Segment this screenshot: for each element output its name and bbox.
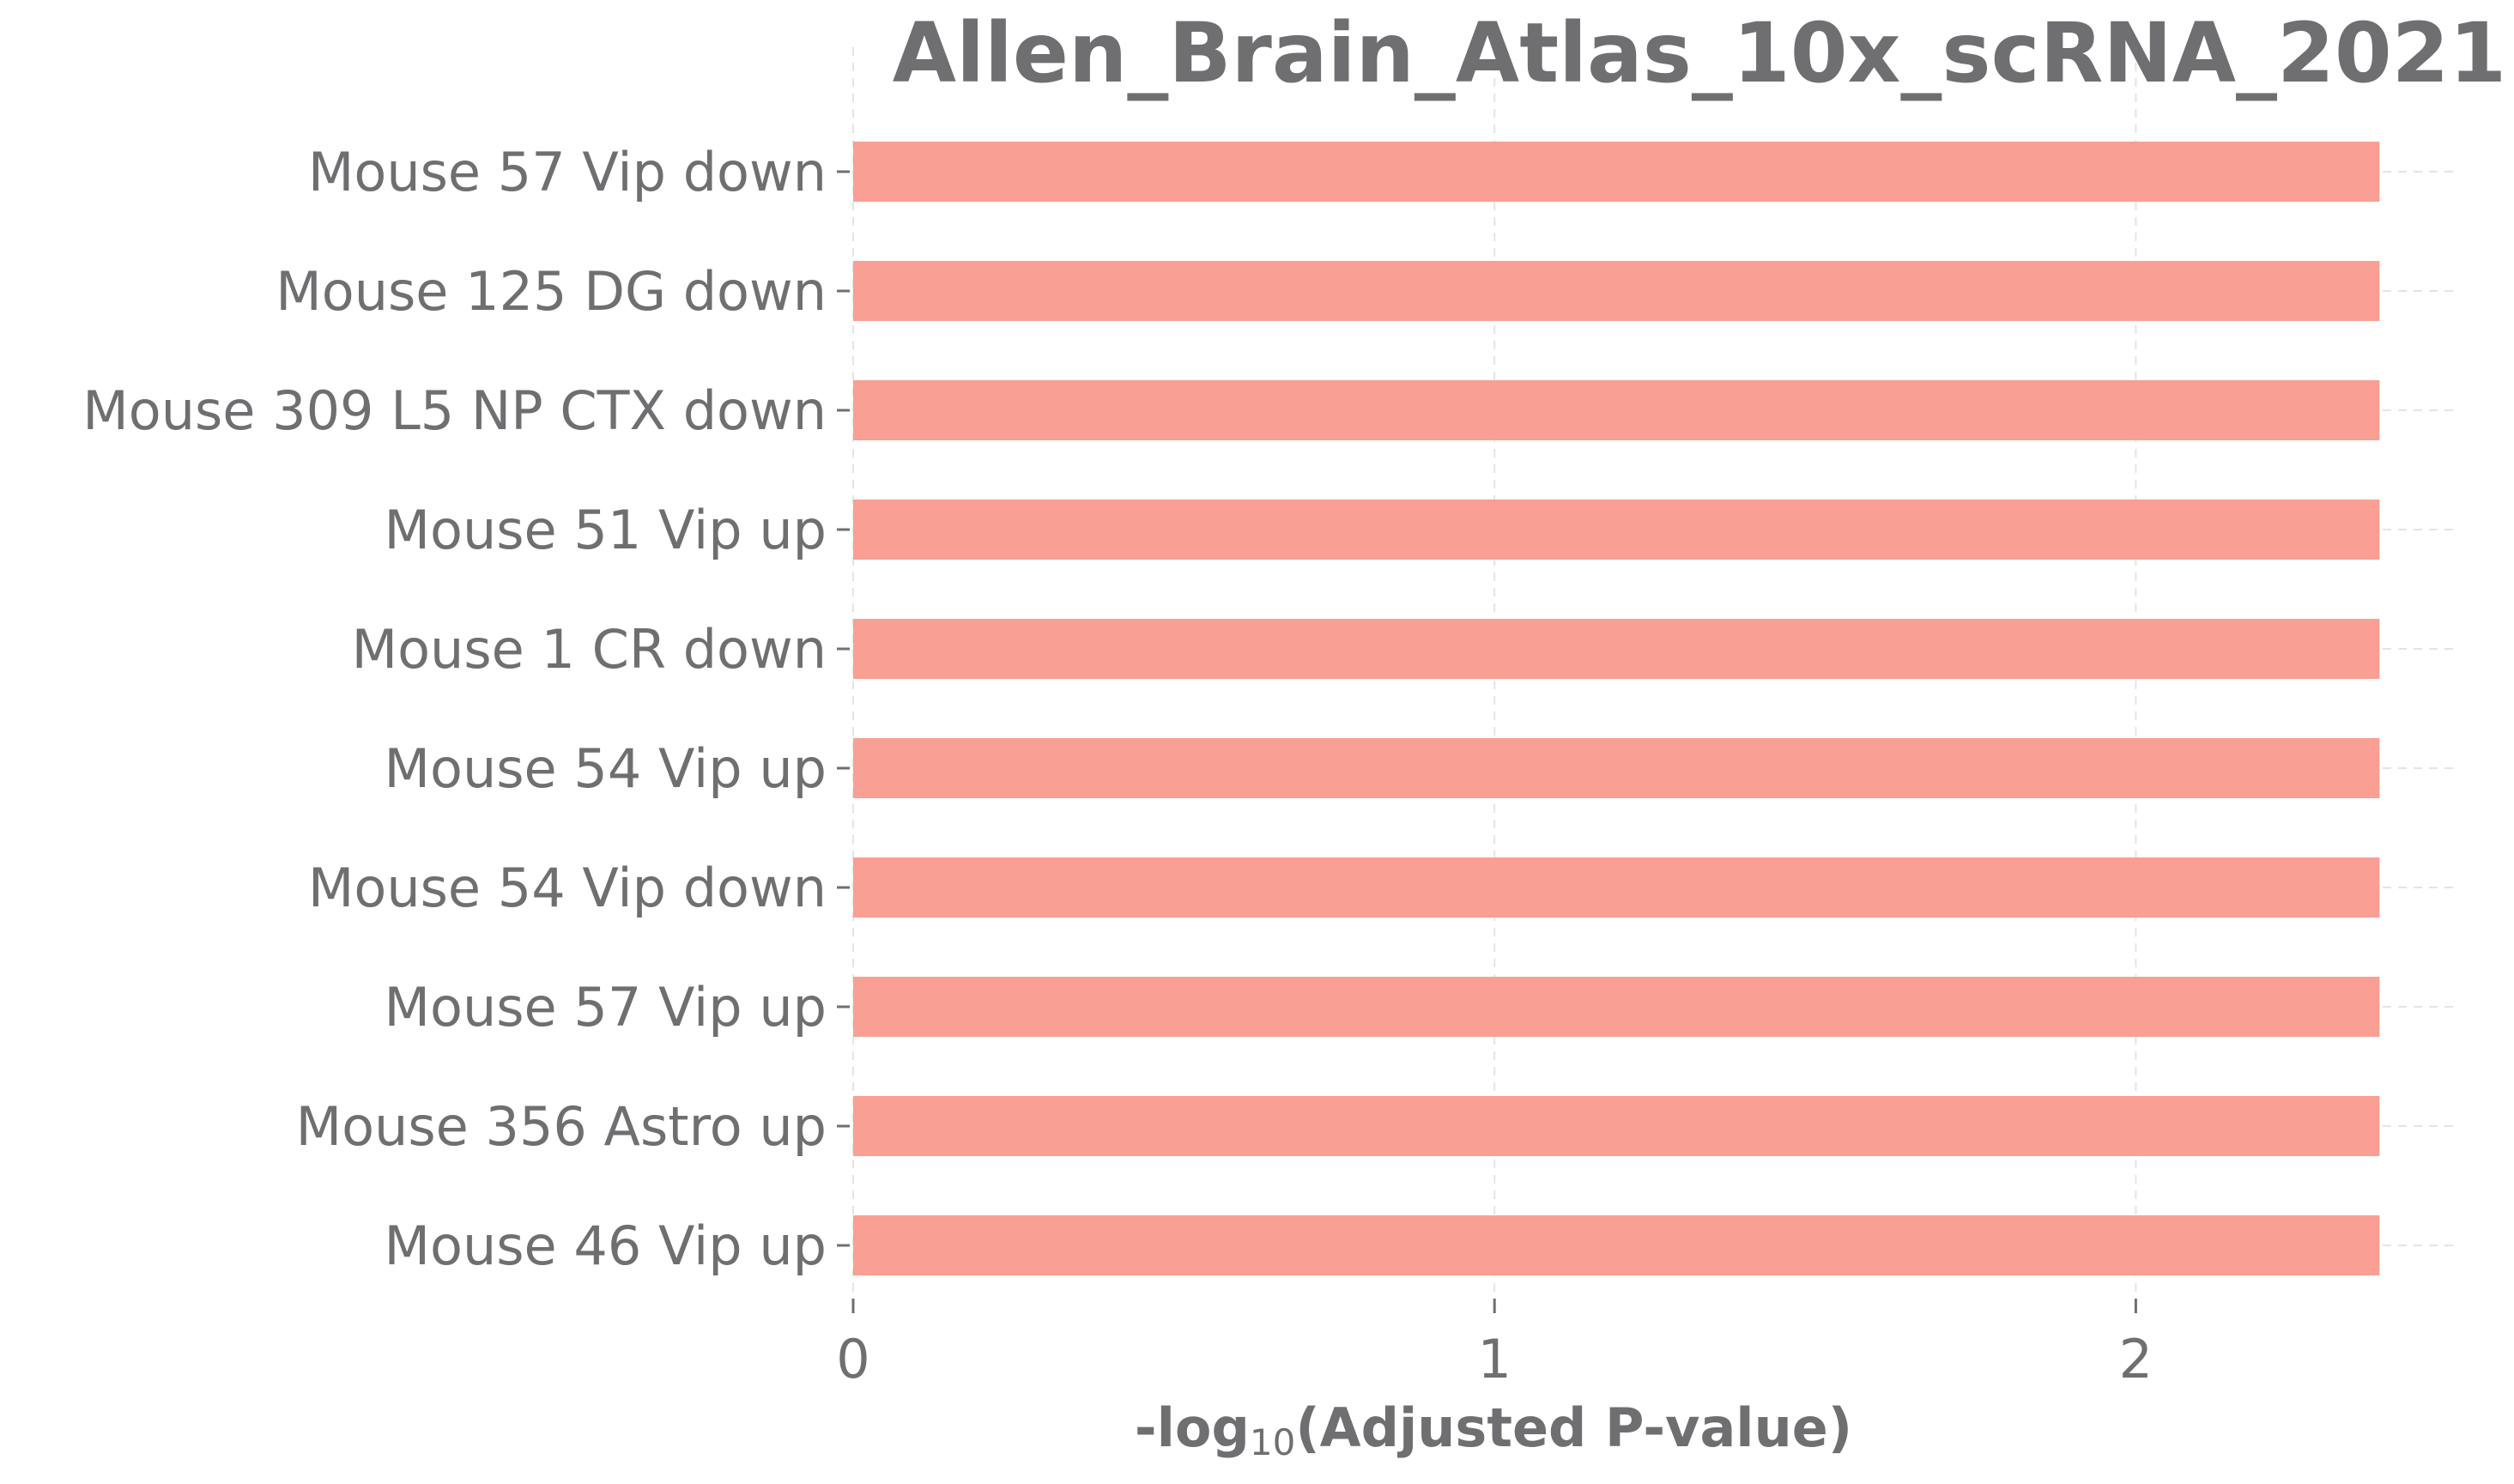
bar: [853, 261, 2380, 321]
bar: [853, 738, 2380, 798]
x-axis-label-subscript: 10: [1250, 1421, 1295, 1463]
bar: [853, 1096, 2380, 1156]
x-tick-label: 2: [2119, 1328, 2153, 1390]
y-tick-label: Mouse 57 Vip up: [385, 976, 827, 1039]
bar: [853, 857, 2380, 918]
bar: [853, 619, 2380, 679]
y-tick-label: Mouse 125 DG down: [276, 260, 827, 323]
y-tick-label: Mouse 51 Vip up: [385, 499, 827, 561]
x-axis-label: -log10(Adjusted P-value): [1135, 1396, 1852, 1463]
y-tick-label: Mouse 309 L5 NP CTX down: [82, 379, 827, 442]
x-tick-label: 0: [836, 1328, 869, 1390]
x-tick-label: 1: [1477, 1328, 1511, 1390]
y-tick-label: Mouse 54 Vip up: [385, 737, 827, 800]
bar: [853, 1215, 2380, 1275]
bars-layer: [853, 142, 2380, 1275]
x-axis-label-prefix: -log: [1135, 1396, 1250, 1459]
y-tick-label: Mouse 356 Astro up: [296, 1095, 827, 1158]
bar: [853, 977, 2380, 1037]
y-tick-label: Mouse 46 Vip up: [385, 1214, 827, 1277]
y-tick-labels: Mouse 57 Vip down Mouse 125 DG down Mouse …: [82, 141, 850, 1277]
bar: [853, 500, 2380, 560]
bar: [853, 380, 2380, 440]
y-tick-label: Mouse 1 CR down: [352, 618, 827, 681]
y-tick-label: Mouse 57 Vip down: [308, 141, 827, 203]
y-tick-label: Mouse 54 Vip down: [308, 857, 827, 919]
x-axis-label-suffix: (Adjusted P-value): [1295, 1396, 1852, 1459]
x-tick-labels: 0 1 2: [836, 1299, 2153, 1390]
bar: [853, 142, 2380, 202]
chart-title: Allen_Brain_Atlas_10x_scRNA_2021: [893, 5, 2506, 101]
